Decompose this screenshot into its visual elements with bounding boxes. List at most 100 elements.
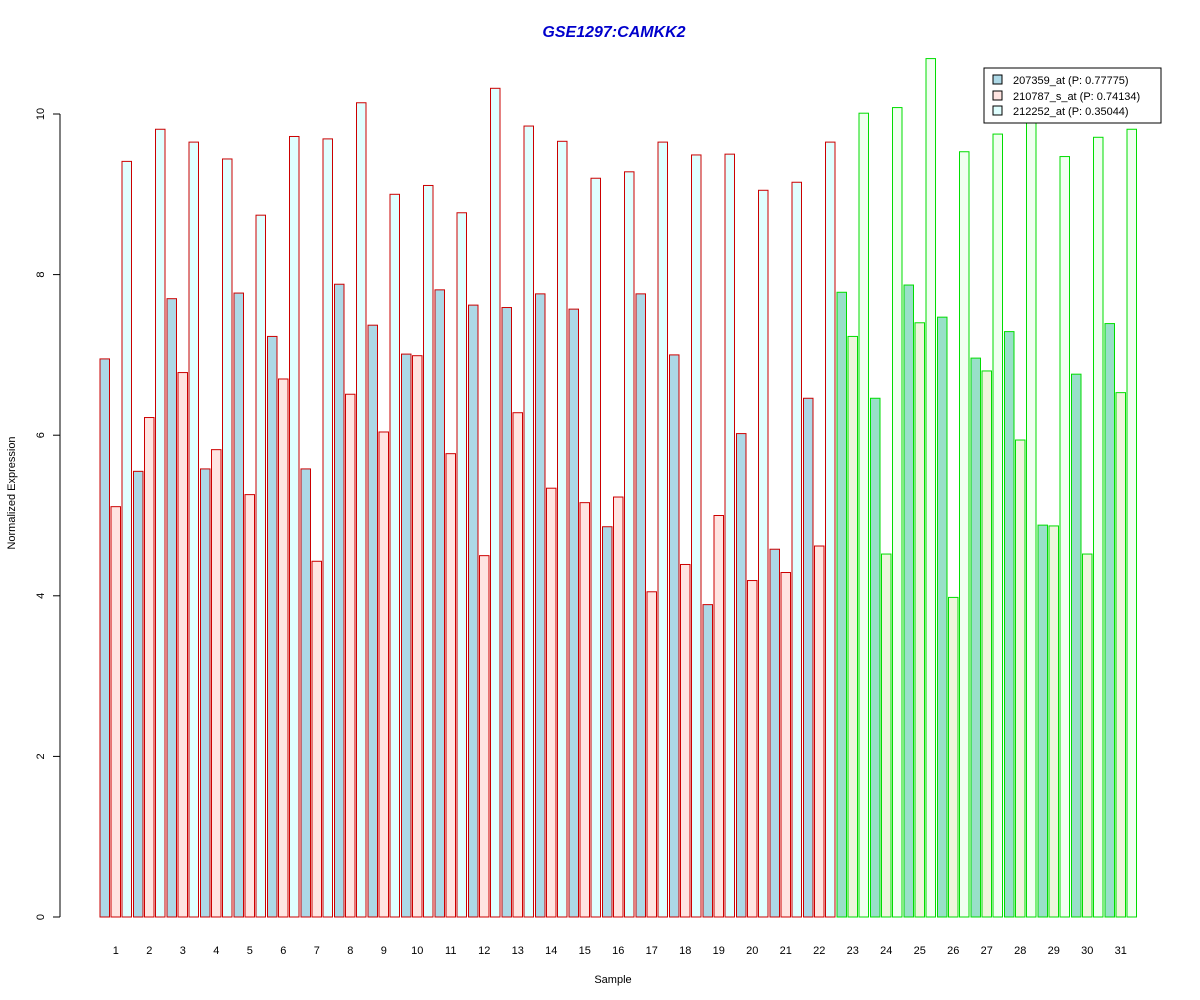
bar-sample-25-series-2 bbox=[914, 322, 925, 918]
x-tick-label: 28 bbox=[1014, 945, 1026, 957]
bar-sample-7-series-2 bbox=[311, 560, 322, 918]
bar-sample-24-series-1 bbox=[870, 397, 881, 918]
x-tick-label: 22 bbox=[813, 945, 825, 957]
y-tick-label: 8 bbox=[35, 272, 47, 278]
x-tick-label: 4 bbox=[213, 945, 219, 957]
bar-sample-31-series-3 bbox=[1126, 128, 1137, 918]
x-tick-label: 8 bbox=[347, 945, 353, 957]
bar-sample-20-series-3 bbox=[758, 189, 769, 918]
bar-sample-27-series-3 bbox=[992, 133, 1003, 918]
bar-sample-2-series-1 bbox=[133, 470, 144, 918]
bar-sample-22-series-1 bbox=[803, 397, 814, 918]
bar-sample-16-series-3 bbox=[624, 171, 635, 918]
chart-title: GSE1297:CAMKK2 bbox=[542, 24, 685, 41]
bar-sample-4-series-3 bbox=[222, 158, 233, 918]
bar-sample-1-series-2 bbox=[110, 506, 121, 918]
bar-sample-6-series-1 bbox=[267, 335, 278, 918]
bar-sample-21-series-1 bbox=[769, 548, 780, 918]
bar-sample-18-series-2 bbox=[680, 563, 691, 918]
bar-sample-24-series-2 bbox=[881, 553, 892, 918]
bar-sample-3-series-1 bbox=[166, 298, 177, 918]
bar-sample-26-series-2 bbox=[948, 596, 959, 918]
bar-sample-27-series-1 bbox=[970, 357, 981, 918]
bar-sample-5-series-3 bbox=[255, 214, 266, 918]
bar-sample-1-series-1 bbox=[99, 358, 110, 918]
legend-swatch-3 bbox=[992, 105, 1003, 116]
bar-sample-31-series-1 bbox=[1104, 323, 1115, 918]
x-tick-label: 17 bbox=[646, 945, 658, 957]
x-tick-label: 7 bbox=[314, 945, 320, 957]
bar-sample-3-series-3 bbox=[188, 141, 199, 918]
bar-sample-25-series-3 bbox=[925, 58, 936, 918]
bar-sample-9-series-1 bbox=[367, 324, 378, 918]
bar-sample-25-series-1 bbox=[903, 284, 914, 918]
x-tick-label: 23 bbox=[847, 945, 859, 957]
x-tick-label: 13 bbox=[512, 945, 524, 957]
y-axis-label: Normalized Expression bbox=[6, 436, 18, 549]
bar-sample-26-series-1 bbox=[937, 316, 948, 918]
bar-sample-31-series-2 bbox=[1115, 392, 1126, 918]
x-tick-label: 31 bbox=[1115, 945, 1127, 957]
bar-sample-13-series-3 bbox=[523, 125, 534, 918]
x-axis: 1 2 3 4 5 6 7 8 9 10 11 12 13 14 15 16 17 18 19 20 21 22 23 24 2… bbox=[113, 945, 1127, 957]
bar-sample-30-series-1 bbox=[1071, 373, 1082, 918]
y-tick-label: 0 bbox=[35, 914, 47, 920]
bar-sample-14-series-1 bbox=[535, 293, 546, 918]
x-tick-label: 25 bbox=[914, 945, 926, 957]
x-tick-label: 11 bbox=[445, 945, 456, 957]
bar-sample-14-series-2 bbox=[546, 487, 557, 918]
x-tick-label: 21 bbox=[780, 945, 792, 957]
bar-sample-5-series-2 bbox=[244, 494, 255, 918]
bar-sample-23-series-3 bbox=[858, 112, 869, 918]
bar-sample-19-series-3 bbox=[724, 153, 735, 918]
bar-sample-4-series-1 bbox=[200, 468, 211, 918]
bar-sample-3-series-2 bbox=[177, 372, 188, 918]
bar-sample-19-series-2 bbox=[713, 515, 724, 918]
bar-sample-13-series-1 bbox=[501, 307, 512, 918]
bar-sample-21-series-3 bbox=[791, 181, 802, 918]
bar-sample-26-series-3 bbox=[959, 151, 970, 918]
bar-sample-29-series-2 bbox=[1048, 525, 1059, 918]
bar-sample-28-series-2 bbox=[1015, 439, 1026, 918]
bar-sample-22-series-3 bbox=[825, 141, 836, 918]
bar-sample-28-series-3 bbox=[1026, 119, 1037, 918]
x-tick-label: 9 bbox=[381, 945, 387, 957]
x-tick-label: 6 bbox=[280, 945, 286, 957]
x-tick-label: 30 bbox=[1081, 945, 1093, 957]
bar-sample-10-series-1 bbox=[401, 353, 412, 918]
bar-sample-9-series-2 bbox=[378, 431, 389, 918]
bar-sample-10-series-2 bbox=[412, 355, 423, 918]
bar-sample-12-series-3 bbox=[490, 87, 501, 918]
bar-sample-15-series-2 bbox=[579, 502, 590, 918]
bar-sample-7-series-3 bbox=[322, 138, 333, 918]
bar-sample-17-series-2 bbox=[646, 591, 657, 918]
x-tick-label: 2 bbox=[146, 945, 152, 957]
x-tick-label: 12 bbox=[478, 945, 490, 957]
x-tick-label: 27 bbox=[981, 945, 993, 957]
bar-sample-11-series-2 bbox=[445, 453, 456, 918]
bar-sample-19-series-1 bbox=[702, 604, 713, 918]
x-tick-label: 20 bbox=[746, 945, 758, 957]
x-axis-label: Sample bbox=[594, 974, 631, 986]
x-tick-label: 24 bbox=[880, 945, 892, 957]
bar-sample-22-series-2 bbox=[814, 545, 825, 918]
bar-sample-10-series-3 bbox=[423, 184, 434, 918]
bar-sample-11-series-3 bbox=[456, 212, 467, 918]
x-tick-label: 18 bbox=[679, 945, 691, 957]
bar-sample-9-series-3 bbox=[389, 193, 400, 918]
bar-sample-28-series-1 bbox=[1004, 331, 1015, 918]
bar-sample-21-series-2 bbox=[780, 572, 791, 918]
x-tick-label: 1 bbox=[113, 945, 119, 957]
bar-sample-6-series-3 bbox=[289, 135, 300, 918]
bar-sample-8-series-2 bbox=[345, 393, 356, 918]
x-tick-label: 5 bbox=[247, 945, 253, 957]
x-tick-label: 16 bbox=[612, 945, 624, 957]
bar-sample-2-series-2 bbox=[144, 417, 155, 918]
bar-sample-15-series-1 bbox=[568, 308, 579, 918]
bar-sample-4-series-2 bbox=[211, 449, 222, 918]
y-tick-label: 2 bbox=[35, 753, 47, 759]
bar-sample-12-series-2 bbox=[479, 555, 490, 918]
bar-sample-17-series-3 bbox=[657, 141, 668, 918]
bar-sample-7-series-1 bbox=[300, 468, 311, 918]
bar-sample-30-series-2 bbox=[1082, 553, 1093, 918]
